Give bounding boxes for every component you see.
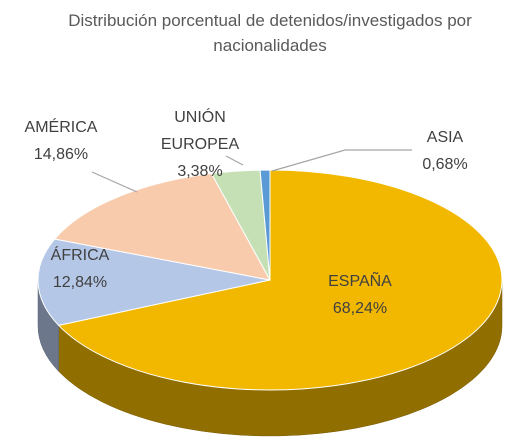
pie-slice — [259, 169, 271, 281]
category-label: ÁFRICA — [50, 247, 110, 264]
data-label: ÁFRICA 12,84% — [30, 242, 130, 296]
leader-line — [225, 155, 244, 166]
pie-slice — [57, 169, 503, 391]
leader-line — [91, 171, 138, 193]
data-label: AMÉRICA 14,86% — [8, 114, 114, 168]
pie-slice — [53, 173, 271, 281]
pie-slice — [37, 238, 271, 326]
category-label: ASIA — [426, 129, 464, 146]
data-label: ASIA 0,68% — [405, 124, 485, 178]
value-label: 14,86% — [33, 146, 89, 163]
category-label: ESPAÑA — [328, 273, 392, 290]
chart-title: Distribución porcentual de detenidos/inv… — [68, 11, 472, 55]
value-label: 0,68% — [422, 156, 468, 173]
value-label: 68,24% — [332, 300, 388, 317]
category-label: UNIÓN EUROPEA — [160, 109, 240, 153]
value-label: 12,84% — [52, 274, 108, 291]
leader-line — [271, 149, 412, 172]
category-label: AMÉRICA — [24, 119, 98, 136]
data-label: UNIÓN EUROPEA 3,38% — [150, 104, 250, 185]
data-label: ESPAÑA 68,24% — [300, 268, 420, 322]
value-label: 3,38% — [177, 163, 223, 180]
